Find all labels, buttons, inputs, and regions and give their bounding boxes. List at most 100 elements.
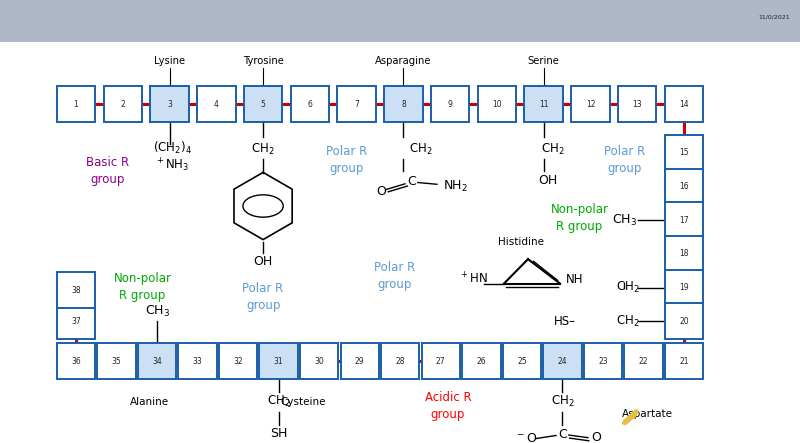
- Text: Serine: Serine: [528, 56, 560, 66]
- Text: Cysteine: Cysteine: [280, 397, 326, 408]
- FancyBboxPatch shape: [618, 86, 657, 122]
- FancyBboxPatch shape: [57, 86, 95, 122]
- Text: Histidine: Histidine: [498, 237, 544, 247]
- Text: 30: 30: [314, 357, 324, 365]
- FancyBboxPatch shape: [502, 343, 541, 379]
- Text: Polar R
group: Polar R group: [374, 260, 415, 291]
- Text: 12: 12: [586, 100, 595, 109]
- Text: Acidic R
group: Acidic R group: [425, 391, 471, 421]
- Text: 36: 36: [71, 357, 81, 365]
- Text: (CH$_2$)$_4$: (CH$_2$)$_4$: [153, 140, 191, 156]
- FancyBboxPatch shape: [665, 269, 703, 306]
- FancyBboxPatch shape: [290, 86, 329, 122]
- Text: Polar R
group: Polar R group: [242, 282, 284, 312]
- Text: CH$_3$: CH$_3$: [145, 304, 170, 319]
- Text: Tyrosine: Tyrosine: [242, 56, 283, 66]
- Text: Lysine: Lysine: [154, 56, 185, 66]
- Text: 34: 34: [152, 357, 162, 365]
- Text: 1: 1: [74, 100, 78, 109]
- Text: 11/0/2021: 11/0/2021: [758, 14, 790, 19]
- FancyBboxPatch shape: [422, 343, 460, 379]
- Text: C: C: [407, 175, 416, 188]
- FancyBboxPatch shape: [665, 236, 703, 272]
- Text: Alanine: Alanine: [130, 397, 169, 408]
- Text: SH: SH: [270, 427, 287, 439]
- Text: 14: 14: [679, 100, 689, 109]
- Text: 5: 5: [261, 100, 266, 109]
- FancyBboxPatch shape: [103, 86, 142, 122]
- Text: 23: 23: [598, 357, 608, 365]
- Text: 19: 19: [679, 283, 689, 292]
- Text: 2: 2: [120, 100, 125, 109]
- FancyBboxPatch shape: [665, 86, 703, 122]
- Text: OH: OH: [538, 174, 558, 187]
- Text: 16: 16: [679, 182, 689, 191]
- Text: CH$_2$: CH$_2$: [617, 280, 640, 295]
- Text: Non-polar
R group: Non-polar R group: [550, 203, 608, 233]
- FancyBboxPatch shape: [571, 86, 610, 122]
- FancyBboxPatch shape: [384, 86, 422, 122]
- Text: NH$_2$: NH$_2$: [443, 179, 468, 194]
- FancyBboxPatch shape: [138, 343, 176, 379]
- FancyBboxPatch shape: [219, 343, 258, 379]
- Text: 28: 28: [395, 357, 405, 365]
- FancyBboxPatch shape: [478, 86, 516, 122]
- Text: HS–: HS–: [554, 315, 576, 328]
- Text: 33: 33: [193, 357, 202, 365]
- Text: CH$_2$: CH$_2$: [409, 142, 433, 157]
- FancyBboxPatch shape: [665, 343, 703, 379]
- Text: CH$_3$: CH$_3$: [613, 213, 638, 228]
- Text: 22: 22: [638, 357, 648, 365]
- Text: 21: 21: [679, 357, 689, 365]
- FancyBboxPatch shape: [584, 343, 622, 379]
- FancyBboxPatch shape: [57, 272, 95, 308]
- FancyBboxPatch shape: [543, 343, 582, 379]
- FancyBboxPatch shape: [525, 86, 563, 122]
- Text: Aspartate: Aspartate: [622, 409, 674, 419]
- FancyBboxPatch shape: [338, 86, 376, 122]
- Text: Asparagine: Asparagine: [375, 56, 432, 66]
- Text: CH$_2$: CH$_2$: [550, 394, 574, 409]
- Text: 6: 6: [307, 100, 312, 109]
- Text: 26: 26: [477, 357, 486, 365]
- Text: C: C: [558, 427, 566, 441]
- FancyBboxPatch shape: [259, 343, 298, 379]
- FancyBboxPatch shape: [665, 168, 703, 204]
- Text: NH: NH: [566, 272, 583, 286]
- Text: 38: 38: [71, 286, 81, 295]
- Text: 4: 4: [214, 100, 218, 109]
- FancyBboxPatch shape: [178, 343, 217, 379]
- FancyBboxPatch shape: [381, 343, 419, 379]
- Text: Polar R
group: Polar R group: [326, 145, 368, 175]
- Text: Polar R
group: Polar R group: [604, 145, 646, 175]
- Text: 18: 18: [679, 249, 689, 258]
- Text: 24: 24: [558, 357, 567, 365]
- Text: 35: 35: [112, 357, 122, 365]
- FancyBboxPatch shape: [197, 86, 235, 122]
- FancyBboxPatch shape: [0, 42, 800, 443]
- Text: $^+$NH$_3$: $^+$NH$_3$: [154, 157, 190, 175]
- Text: CH$_2$: CH$_2$: [542, 142, 565, 157]
- Text: CH$_2$: CH$_2$: [267, 394, 290, 409]
- Text: 27: 27: [436, 357, 446, 365]
- Text: $^+$HN: $^+$HN: [459, 272, 488, 287]
- Text: OH: OH: [254, 255, 273, 268]
- Text: Basic R
group: Basic R group: [86, 155, 130, 186]
- Text: O: O: [376, 185, 386, 198]
- Text: CH$_2$: CH$_2$: [251, 142, 275, 157]
- FancyBboxPatch shape: [57, 303, 95, 339]
- FancyBboxPatch shape: [624, 343, 662, 379]
- Text: 25: 25: [517, 357, 526, 365]
- Text: 7: 7: [354, 100, 359, 109]
- Text: O: O: [591, 431, 601, 443]
- FancyBboxPatch shape: [57, 343, 95, 379]
- FancyBboxPatch shape: [150, 86, 189, 122]
- Text: 20: 20: [679, 317, 689, 326]
- Text: 32: 32: [234, 357, 243, 365]
- Text: $^-$O: $^-$O: [515, 432, 538, 443]
- Text: 9: 9: [448, 100, 453, 109]
- Text: 17: 17: [679, 216, 689, 225]
- FancyBboxPatch shape: [665, 303, 703, 339]
- Text: 29: 29: [355, 357, 365, 365]
- FancyBboxPatch shape: [665, 202, 703, 238]
